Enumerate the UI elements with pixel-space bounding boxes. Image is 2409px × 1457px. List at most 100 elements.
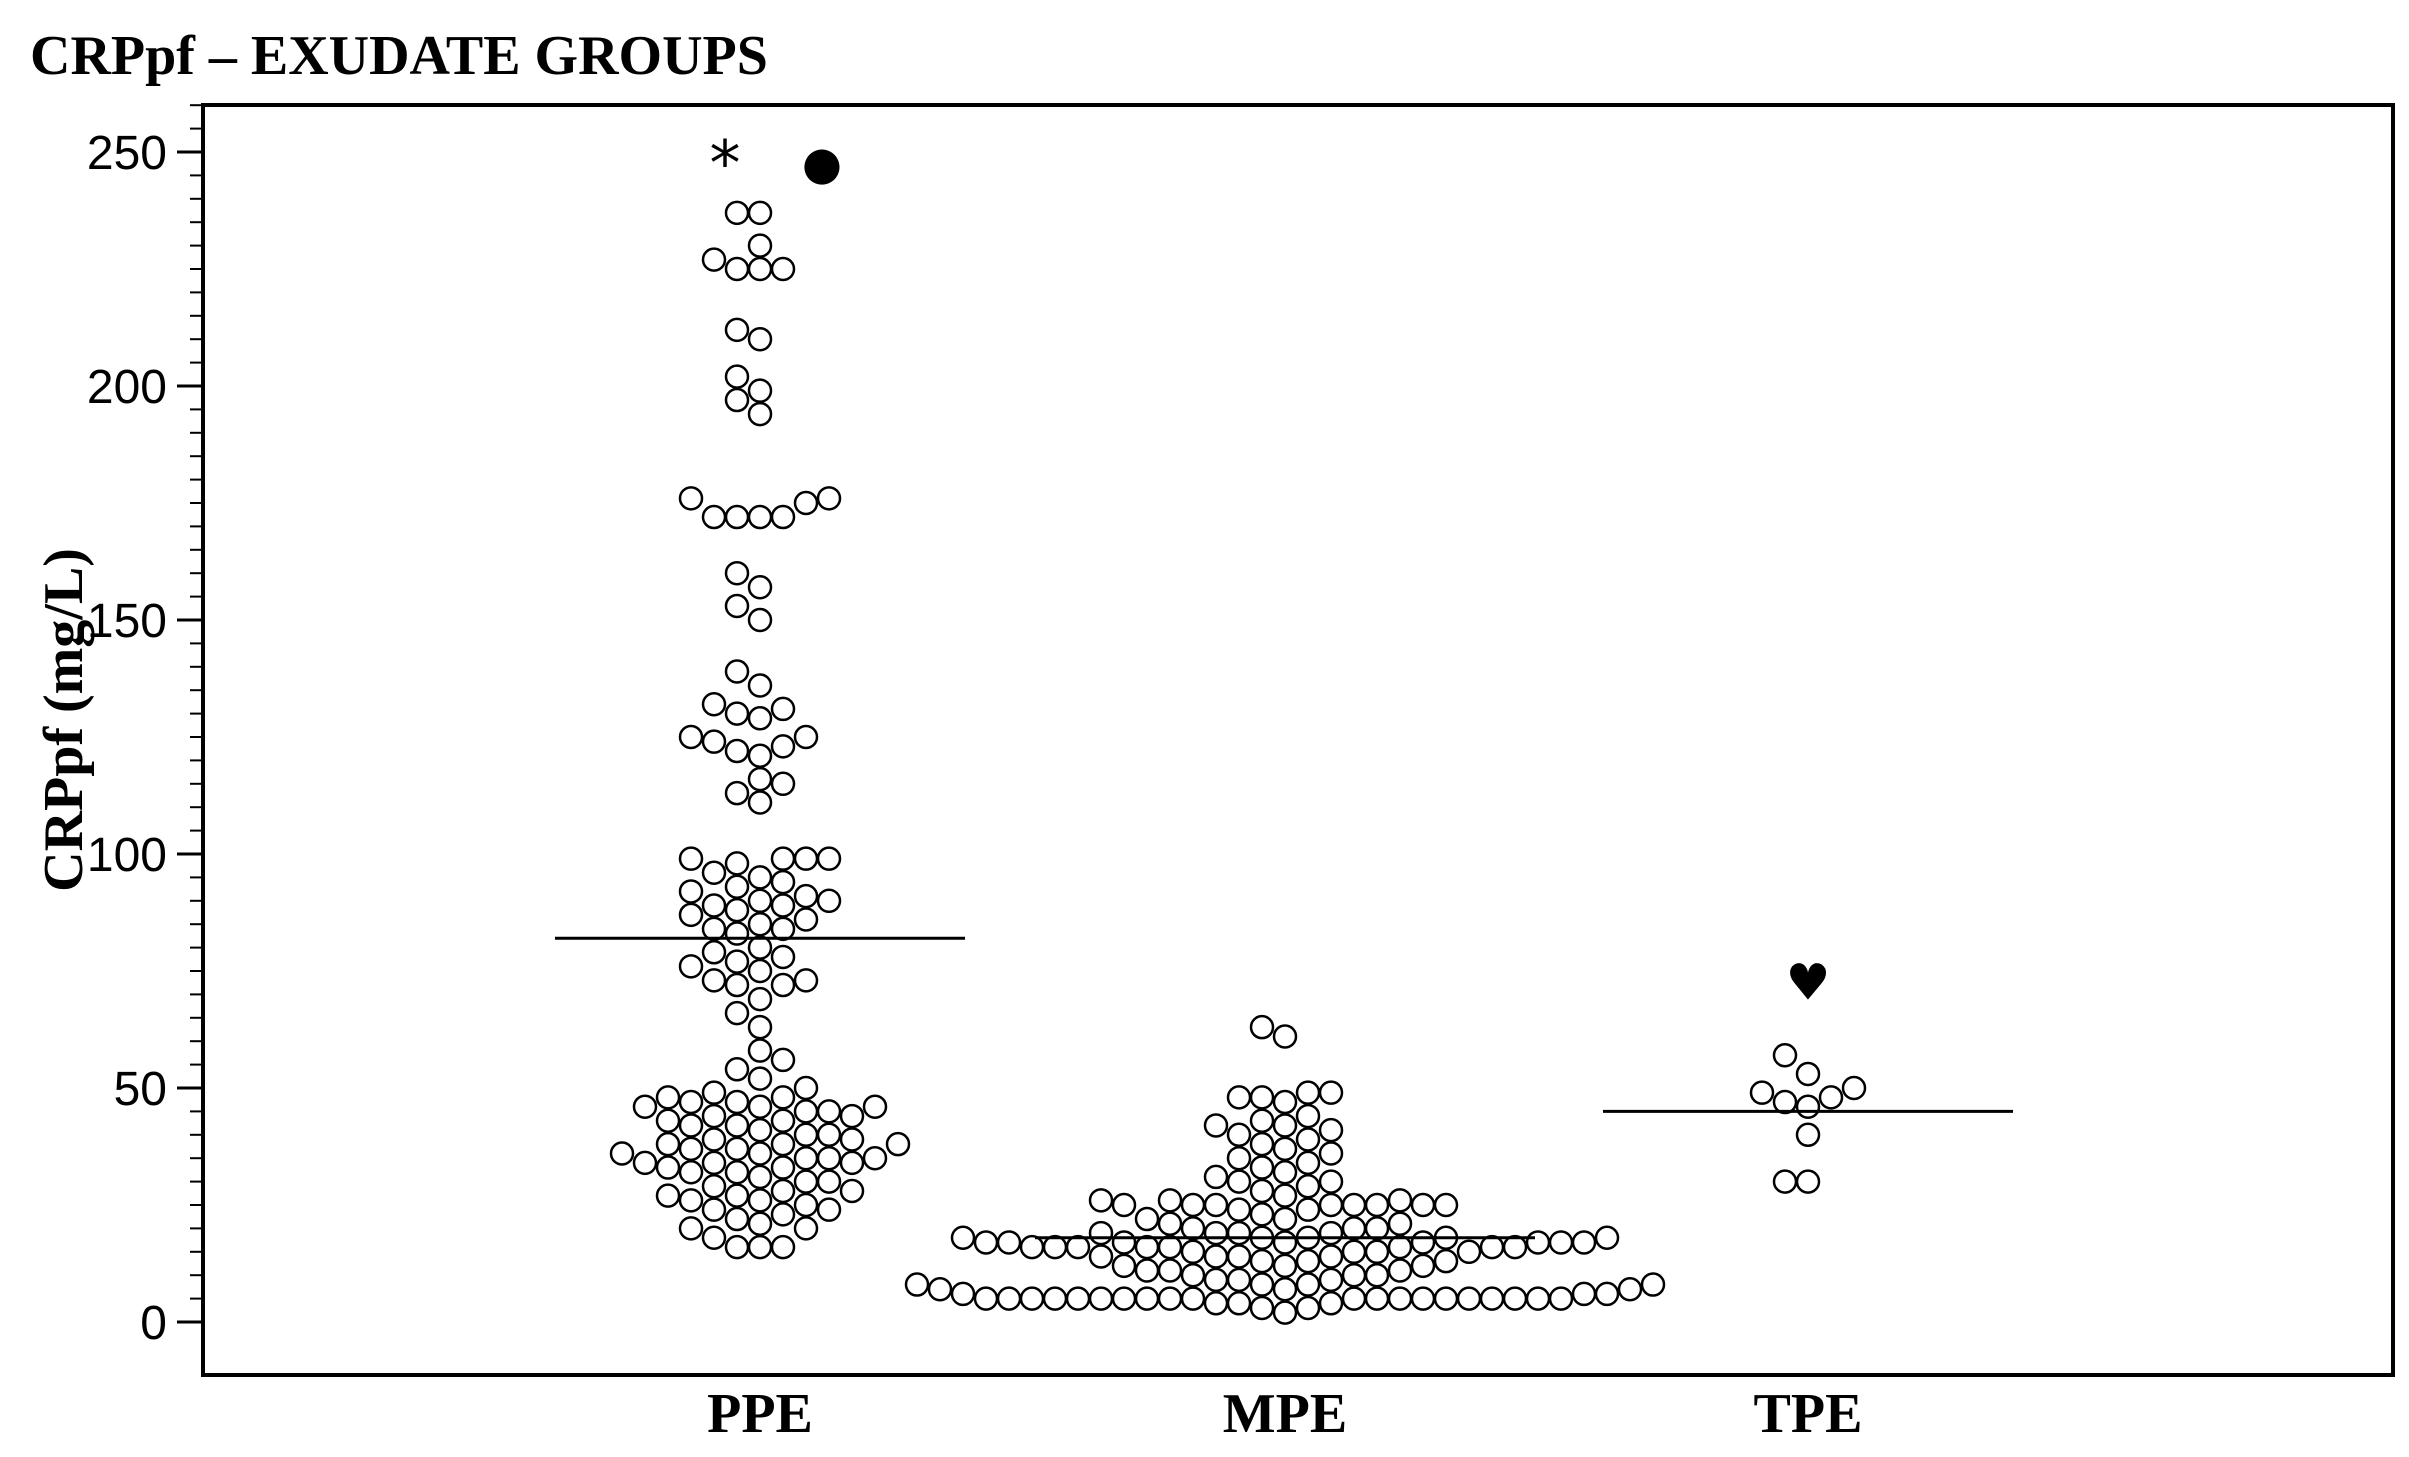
data-point <box>724 317 750 343</box>
data-point <box>770 256 796 282</box>
data-point <box>1795 1061 1821 1087</box>
data-point <box>1203 1192 1229 1218</box>
data-point <box>747 1188 773 1213</box>
data-point <box>770 1202 796 1227</box>
data-point <box>678 846 704 871</box>
data-point <box>701 940 727 965</box>
data-point <box>816 1145 842 1171</box>
data-point <box>678 879 704 904</box>
data-point <box>1065 1234 1091 1260</box>
data-point <box>747 574 773 600</box>
data-point <box>1272 1136 1298 1162</box>
data-point <box>678 1159 704 1185</box>
data-point <box>816 1099 842 1124</box>
data-point <box>1364 1286 1390 1311</box>
data-point <box>1065 1286 1091 1311</box>
data-point <box>747 1141 773 1166</box>
data-point <box>1226 1122 1252 1148</box>
median-lines <box>555 936 2013 1240</box>
data-point <box>927 1276 953 1302</box>
data-point <box>1249 1202 1275 1227</box>
data-point <box>747 1094 773 1119</box>
data-point <box>793 1075 819 1101</box>
data-point <box>770 734 796 759</box>
data-point <box>1387 1188 1413 1213</box>
data-point <box>793 1099 819 1124</box>
data-point <box>1019 1286 1045 1311</box>
category-labels: PPE MPE TPE <box>707 1383 1862 1445</box>
data-point <box>1226 1291 1252 1316</box>
asterisk-marker: * <box>710 127 741 200</box>
data-point <box>1157 1211 1183 1236</box>
plot-frame <box>201 103 2395 1377</box>
y-tick-label: 0 <box>140 1297 167 1350</box>
data-point <box>1249 1295 1275 1321</box>
data-point <box>1088 1286 1114 1311</box>
data-point <box>816 1122 842 1148</box>
data-point <box>724 504 750 530</box>
data-point <box>839 1150 865 1176</box>
data-point <box>1226 1244 1252 1269</box>
data-point <box>793 724 819 750</box>
data-point <box>770 944 796 970</box>
data-point <box>747 986 773 1012</box>
data-point <box>793 968 819 993</box>
data-point <box>747 200 773 226</box>
data-point <box>655 1155 681 1180</box>
data-point <box>839 1178 865 1204</box>
data-point <box>747 401 773 427</box>
data-point <box>1364 1216 1390 1241</box>
data-point <box>1180 1239 1206 1265</box>
data-point <box>701 729 727 754</box>
data-point <box>904 1272 930 1297</box>
data-point <box>1111 1230 1137 1255</box>
data-point <box>770 916 796 942</box>
data-point <box>747 766 773 792</box>
data-point <box>1456 1239 1482 1265</box>
data-point <box>1795 1122 1821 1148</box>
data-point <box>1387 1286 1413 1311</box>
data-point <box>724 1089 750 1115</box>
y-axis: 0 50 100 150 200 250 <box>87 104 203 1350</box>
data-point <box>678 486 704 511</box>
data-point <box>724 1000 750 1026</box>
data-point <box>1272 1159 1298 1185</box>
data-point <box>1249 1014 1275 1040</box>
data-point <box>1111 1286 1137 1311</box>
data-point <box>678 1136 704 1162</box>
data-point <box>1841 1075 1867 1101</box>
data-point <box>1272 1183 1298 1208</box>
data-point <box>1295 1272 1321 1297</box>
y-tick-label: 100 <box>87 829 167 882</box>
data-point <box>1134 1234 1160 1260</box>
data-point <box>1272 1253 1298 1279</box>
annotations: * ● ♥ <box>710 127 1831 1011</box>
data-point <box>655 1131 681 1157</box>
data-point <box>724 701 750 726</box>
data-point <box>1341 1262 1367 1288</box>
data-point <box>770 504 796 530</box>
y-tick-label: 250 <box>87 127 167 180</box>
category-label: PPE <box>707 1383 813 1445</box>
data-point <box>655 1108 681 1134</box>
data-point <box>1387 1258 1413 1283</box>
data-point <box>1772 1042 1798 1068</box>
data-point <box>747 1211 773 1236</box>
data-point <box>885 1131 911 1157</box>
data-point <box>724 1057 750 1082</box>
data-point <box>1594 1281 1620 1307</box>
data-point <box>701 1103 727 1129</box>
data-point <box>1410 1286 1436 1311</box>
data-point <box>1180 1192 1206 1218</box>
data-point <box>1318 1169 1344 1194</box>
y-tick-label: 200 <box>87 361 167 414</box>
data-point <box>950 1225 976 1251</box>
data-point <box>701 1080 727 1105</box>
data-point <box>655 1085 681 1110</box>
data-point <box>724 1234 750 1260</box>
data-point <box>1818 1085 1844 1110</box>
data-point <box>770 1155 796 1180</box>
data-point <box>747 911 773 937</box>
data-point <box>609 1141 635 1166</box>
data-point <box>793 1169 819 1194</box>
